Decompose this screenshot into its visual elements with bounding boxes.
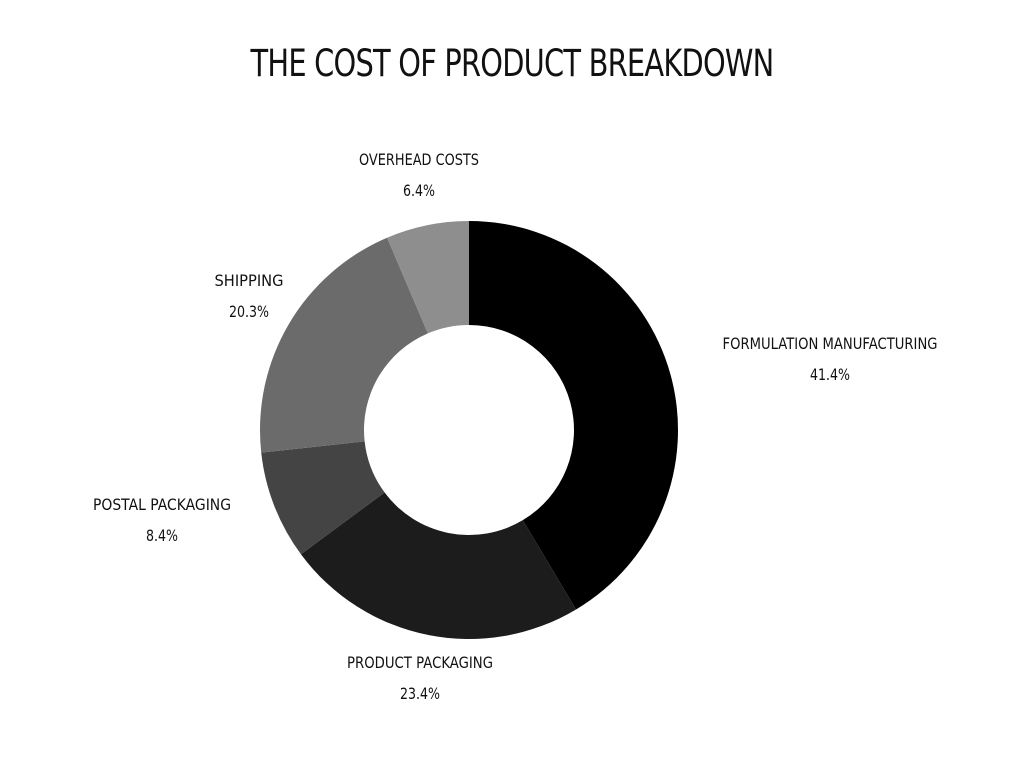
chart-title: THE COST OF PRODUCT BREAKDOWN [250, 42, 775, 85]
slice-label-postal-packaging: POSTAL PACKAGING [93, 495, 231, 514]
slice-value-postal-packaging: 8.4% [146, 526, 178, 545]
slice-label-formulation-manufacturing: FORMULATION MANUFACTURING [723, 334, 938, 353]
slice-value-formulation-manufacturing: 41.4% [810, 365, 850, 384]
slice-value-shipping: 20.3% [229, 302, 269, 321]
slice-overhead-costs [387, 221, 469, 334]
slice-label-overhead-costs: OVERHEAD COSTS [359, 150, 479, 169]
slice-value-overhead-costs: 6.4% [403, 181, 435, 200]
slice-labels: FORMULATION MANUFACTURING 41.4% PRODUCT PA… [93, 150, 938, 703]
donut-slices [260, 221, 678, 640]
slice-value-product-packaging: 23.4% [400, 684, 440, 703]
slice-label-shipping: SHIPPING [215, 271, 284, 290]
slice-label-product-packaging: PRODUCT PACKAGING [347, 653, 493, 672]
slice-formulation-manufacturing [469, 221, 678, 610]
slice-postal-packaging [261, 441, 385, 555]
slice-shipping [260, 237, 428, 453]
slice-product-packaging [300, 492, 577, 640]
